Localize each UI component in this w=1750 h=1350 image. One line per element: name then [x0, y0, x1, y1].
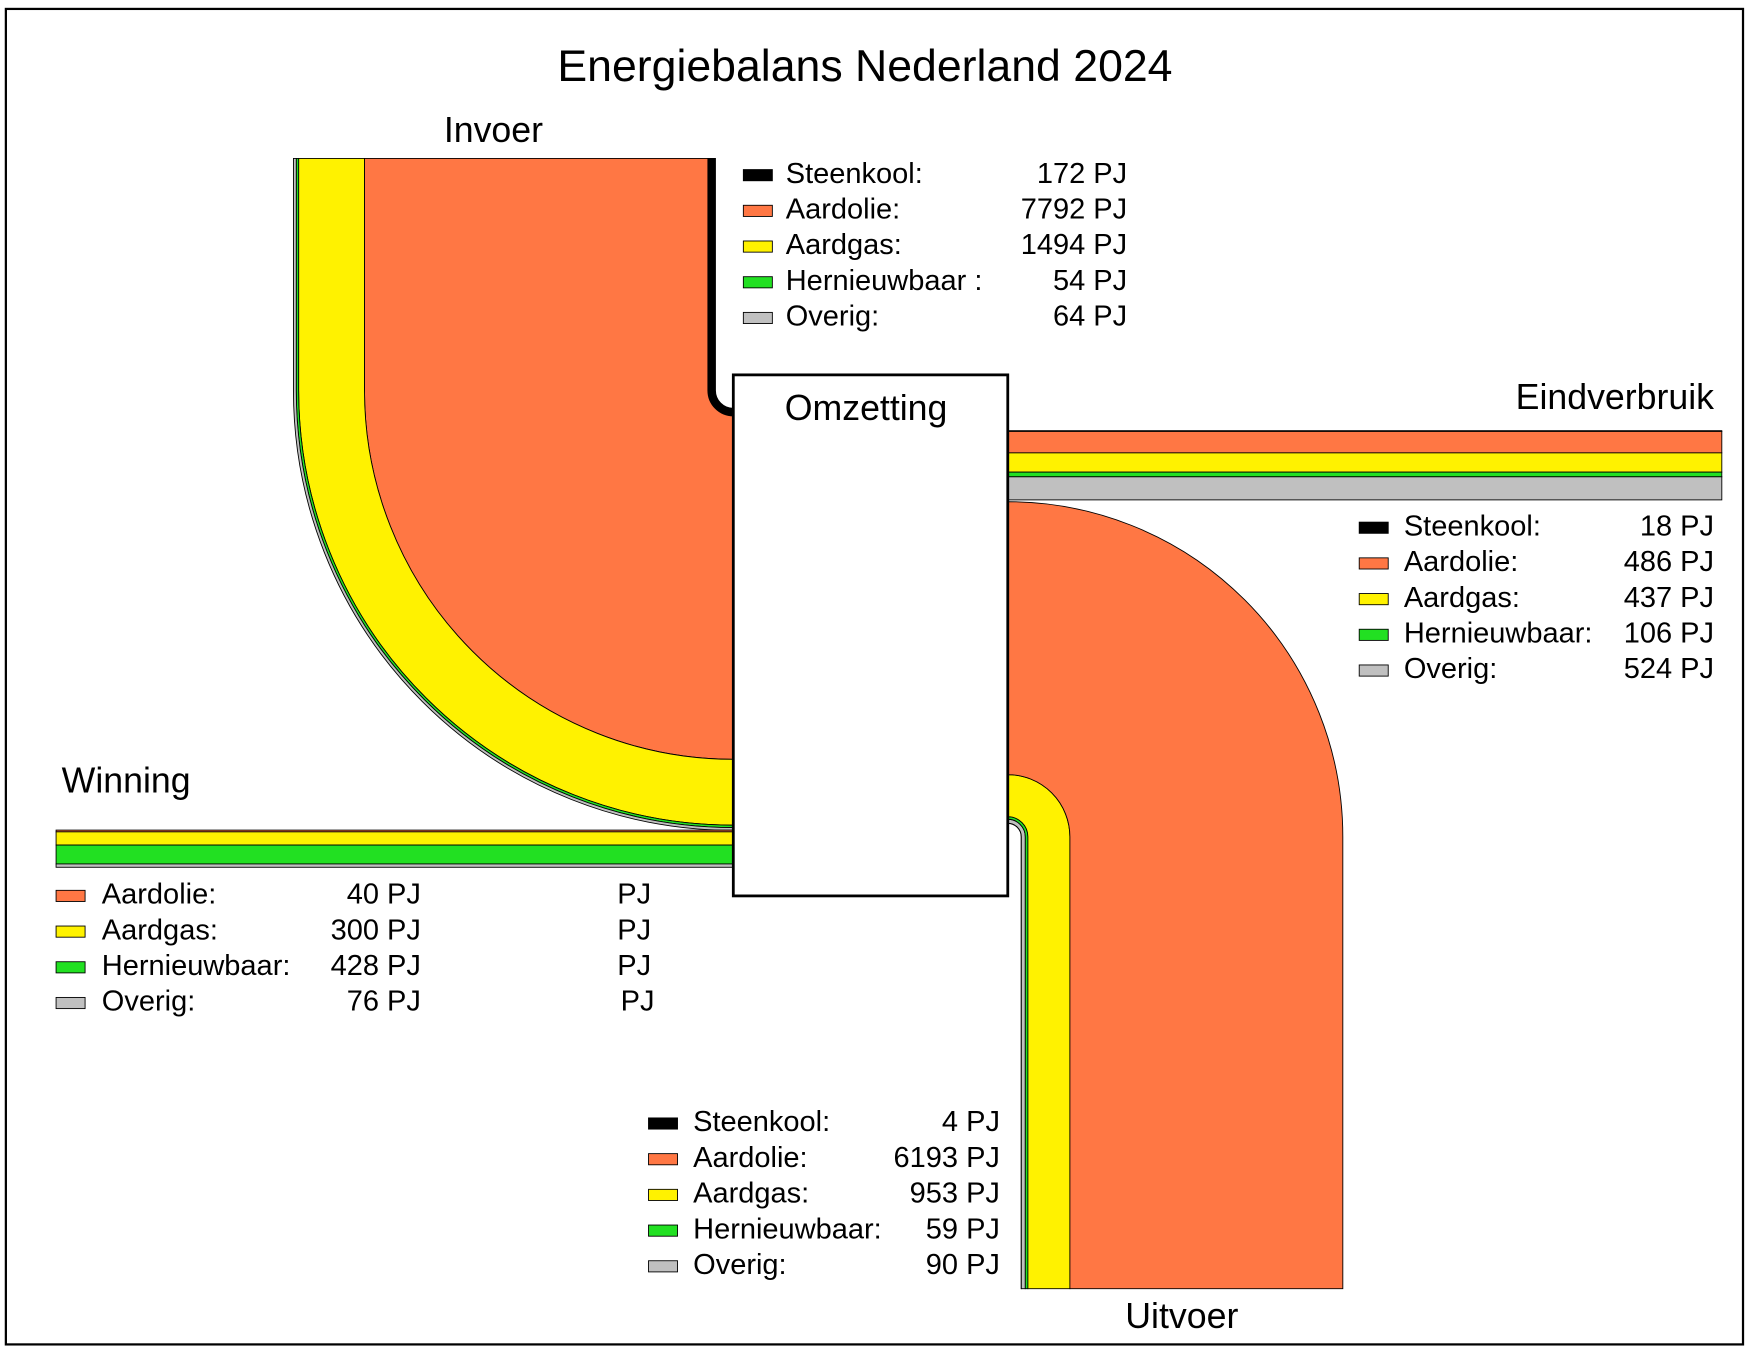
legend-unit: PJ [617, 879, 651, 911]
legend-swatch [742, 276, 773, 289]
legend-swatch [648, 1117, 678, 1130]
legend-name: Hernieuwbaar : [786, 265, 983, 297]
legend-unit: PJ [617, 914, 651, 946]
flows [55, 157, 1723, 1290]
legend-name: Aardgas: [1404, 582, 1520, 614]
legend-value: 172 PJ [1037, 158, 1127, 190]
legend-name: Overig: [1404, 653, 1497, 685]
legend-name: Aardgas: [693, 1178, 809, 1210]
legend-value: 76 PJ [347, 986, 421, 1018]
legend-value: 1494 PJ [1021, 229, 1127, 261]
legend-value: 300 PJ [331, 914, 421, 946]
flow-label: Invoer [444, 110, 543, 150]
legend-value: 437 PJ [1624, 582, 1714, 614]
legend-value: 90 PJ [926, 1249, 1000, 1281]
flow-band [55, 863, 734, 868]
legend-value: 6193 PJ [894, 1142, 1000, 1174]
legend-name: Aardgas: [786, 229, 902, 261]
legend-swatch [55, 996, 86, 1010]
legend-name: Steenkool: [1404, 510, 1541, 542]
legend-name: Hernieuwbaar: [693, 1213, 882, 1245]
legend-name: Overig: [102, 986, 195, 1018]
legend-swatch [1358, 557, 1389, 570]
legend-name: Overig: [693, 1249, 786, 1281]
center-label: Omzetting [785, 388, 948, 428]
legend-name: Hernieuwbaar: [102, 950, 291, 982]
legend-name: Overig: [786, 301, 879, 333]
flow-label: Uitvoer [1125, 1296, 1238, 1336]
legend-value: 64 PJ [1053, 301, 1127, 333]
flow-band [1007, 476, 1723, 501]
legend-value: 40 PJ [347, 879, 421, 911]
legend-name: Steenkool: [693, 1106, 830, 1138]
legend-value: 18 PJ [1640, 510, 1714, 542]
flow-label: Winning [62, 761, 191, 801]
legends: Invoer Steenkool: 172 PJ Aardolie: 7792 PJ Aa… [55, 110, 1715, 1336]
legend-swatch [55, 961, 86, 974]
legend-name: Aardgas: [102, 914, 218, 946]
legend-swatch [742, 169, 773, 182]
legend-name: Aardolie: [1404, 546, 1518, 578]
legend-swatch [55, 925, 86, 938]
legend-swatch [1358, 521, 1389, 534]
legend-swatch [648, 1224, 678, 1237]
legend-value: 486 PJ [1624, 546, 1714, 578]
legend-swatch [1358, 628, 1389, 641]
legend-swatch [1358, 664, 1389, 677]
legend-unit: PJ [621, 986, 655, 1018]
legend-name: Aardolie: [693, 1142, 807, 1174]
flow-band [1007, 471, 1723, 478]
legend-name: Steenkool: [786, 158, 923, 190]
flow-band [1007, 452, 1723, 473]
legend-value: 106 PJ [1624, 617, 1714, 649]
legend-name: Aardolie: [786, 194, 900, 226]
legend-swatch [55, 889, 86, 902]
legend-value: 524 PJ [1624, 653, 1714, 685]
flow-band [1007, 431, 1723, 454]
title: Energiebalans Nederland 2024 [557, 42, 1172, 91]
center-box [731, 373, 1010, 898]
legend-swatch [648, 1188, 678, 1201]
legend-swatch [742, 204, 773, 217]
legend-swatch [648, 1260, 678, 1273]
legend-name: Aardolie: [102, 879, 216, 911]
legend-value: 428 PJ [331, 950, 421, 982]
legend-value: 953 PJ [910, 1178, 1000, 1210]
legend-value: 54 PJ [1053, 265, 1127, 297]
legend-value: 4 PJ [942, 1106, 1000, 1138]
legend-swatch [742, 240, 773, 253]
flow-label: Eindverbruik [1516, 377, 1715, 417]
legend-unit: PJ [617, 950, 651, 982]
legend-swatch [1358, 593, 1389, 606]
flow-band [55, 831, 734, 846]
flow-band [55, 844, 734, 865]
flow-band [1007, 501, 1344, 1290]
legend-swatch [648, 1153, 678, 1166]
legend-value: 7792 PJ [1021, 194, 1127, 226]
legend-swatch [742, 311, 773, 325]
legend-name: Hernieuwbaar: [1404, 617, 1593, 649]
legend-value: 59 PJ [926, 1213, 1000, 1245]
